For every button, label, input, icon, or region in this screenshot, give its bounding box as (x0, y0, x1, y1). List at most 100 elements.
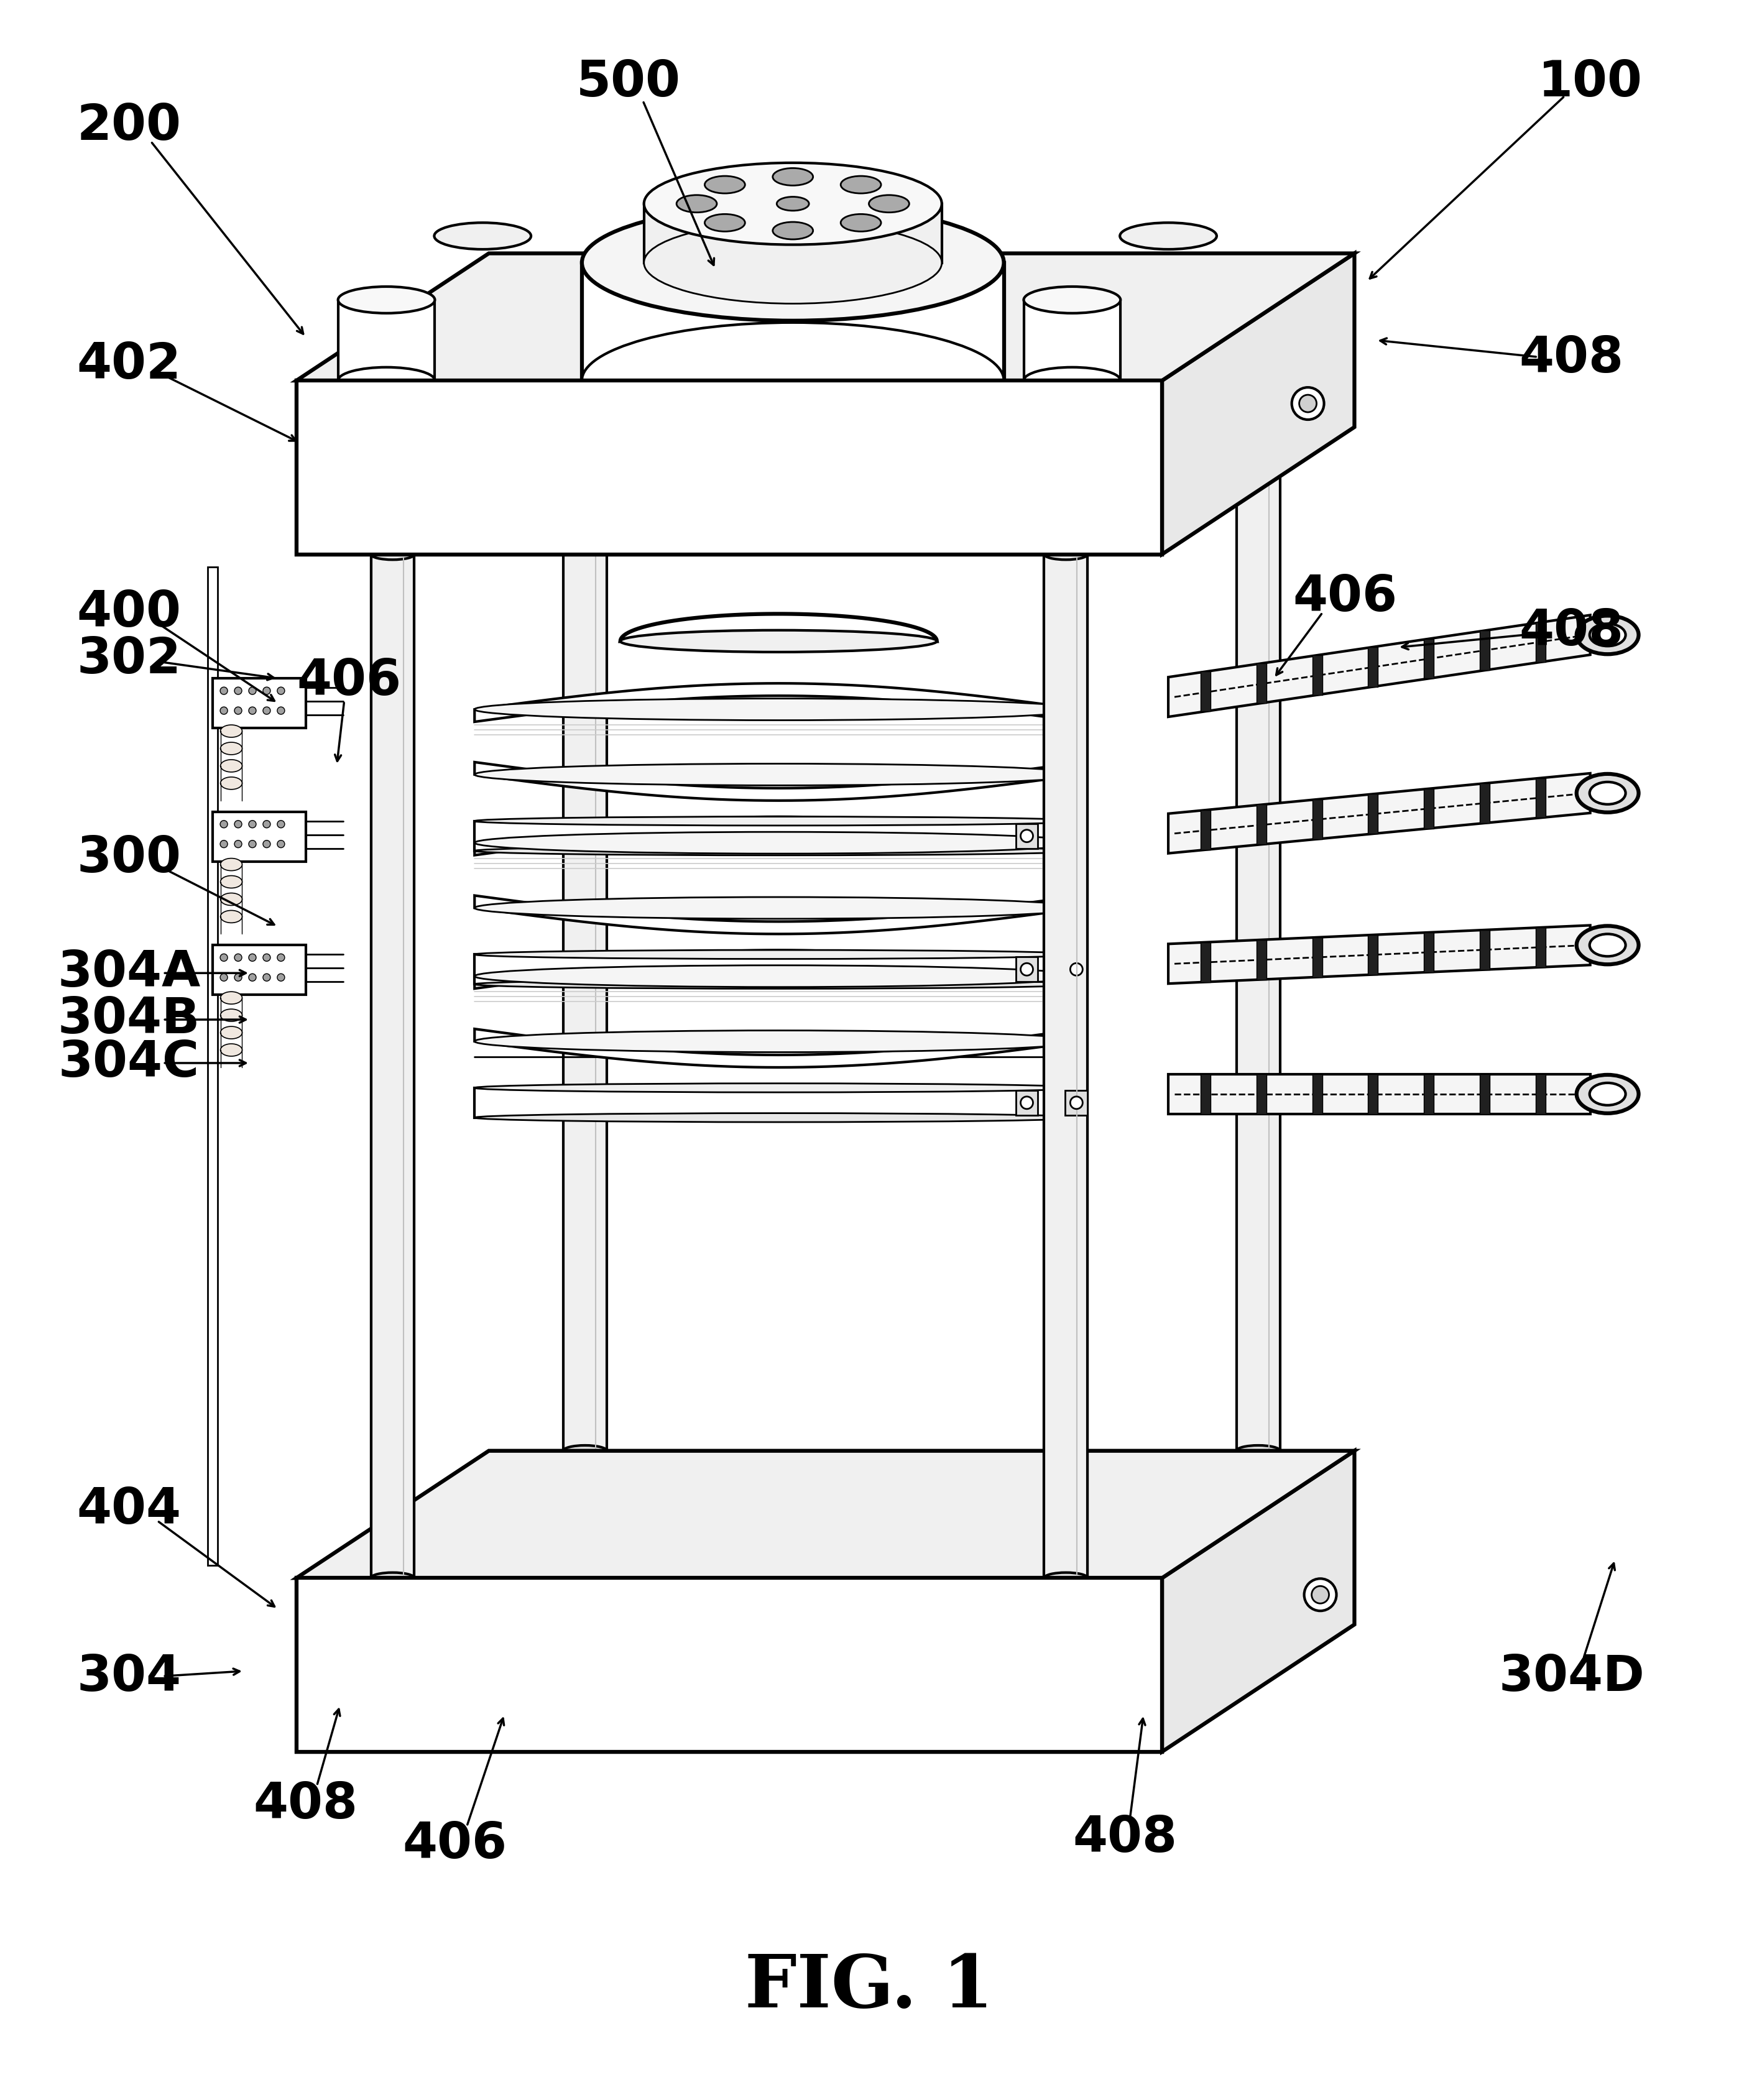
Polygon shape (1424, 932, 1435, 972)
Circle shape (277, 840, 285, 848)
Polygon shape (1066, 958, 1087, 983)
Ellipse shape (1589, 781, 1626, 804)
Circle shape (1299, 395, 1316, 412)
Ellipse shape (475, 981, 1083, 989)
Circle shape (405, 1665, 442, 1703)
Ellipse shape (221, 892, 242, 905)
Circle shape (1021, 964, 1033, 976)
Polygon shape (1536, 777, 1546, 817)
Ellipse shape (475, 699, 1083, 720)
Polygon shape (1424, 638, 1435, 678)
Ellipse shape (772, 168, 814, 185)
Circle shape (1021, 1096, 1033, 1109)
Ellipse shape (1043, 1573, 1087, 1583)
Circle shape (263, 687, 270, 695)
Polygon shape (296, 380, 1162, 554)
Ellipse shape (583, 204, 1003, 321)
Text: 304: 304 (77, 1653, 181, 1701)
Ellipse shape (475, 1084, 1083, 1092)
Polygon shape (1169, 773, 1589, 853)
Circle shape (221, 708, 228, 714)
Text: 408: 408 (1073, 1814, 1177, 1863)
Text: 400: 400 (77, 588, 181, 638)
Polygon shape (1256, 941, 1266, 979)
Text: 304C: 304C (59, 1040, 200, 1088)
Ellipse shape (1577, 615, 1638, 655)
Polygon shape (1369, 1075, 1377, 1113)
Polygon shape (296, 1451, 1355, 1577)
Polygon shape (1200, 811, 1210, 851)
Polygon shape (296, 1577, 1162, 1751)
Ellipse shape (370, 1573, 414, 1583)
Ellipse shape (1120, 223, 1217, 250)
Polygon shape (1480, 930, 1490, 970)
Text: 402: 402 (77, 340, 181, 388)
Polygon shape (1236, 426, 1280, 1451)
Polygon shape (643, 204, 943, 262)
Circle shape (1292, 386, 1323, 420)
Polygon shape (1536, 1075, 1546, 1113)
Circle shape (249, 821, 256, 827)
Ellipse shape (475, 966, 1083, 987)
Circle shape (249, 708, 256, 714)
Circle shape (263, 953, 270, 962)
Polygon shape (370, 554, 414, 1577)
Text: 300: 300 (77, 834, 181, 882)
Polygon shape (1169, 1075, 1589, 1113)
Circle shape (1311, 1586, 1329, 1604)
Polygon shape (475, 1029, 1083, 1067)
Ellipse shape (643, 223, 943, 304)
Circle shape (847, 1674, 868, 1695)
Polygon shape (1313, 937, 1322, 976)
Polygon shape (1200, 943, 1210, 983)
Polygon shape (296, 254, 1355, 380)
Polygon shape (475, 817, 1083, 855)
Circle shape (263, 974, 270, 981)
Polygon shape (1256, 664, 1266, 704)
Ellipse shape (337, 286, 435, 313)
Text: 406: 406 (1292, 573, 1398, 622)
Ellipse shape (621, 630, 937, 653)
Circle shape (1304, 1579, 1337, 1611)
Circle shape (249, 953, 256, 962)
Polygon shape (296, 380, 1162, 554)
Circle shape (1069, 1096, 1083, 1109)
Ellipse shape (1043, 1573, 1087, 1583)
Circle shape (277, 974, 285, 981)
Ellipse shape (1236, 422, 1280, 433)
Ellipse shape (563, 422, 607, 433)
Polygon shape (296, 1577, 1162, 1751)
Circle shape (235, 953, 242, 962)
Ellipse shape (221, 911, 242, 922)
Ellipse shape (772, 223, 814, 239)
Ellipse shape (704, 214, 744, 231)
Ellipse shape (221, 760, 242, 773)
Polygon shape (475, 949, 1083, 989)
Ellipse shape (221, 1010, 242, 1021)
Ellipse shape (370, 548, 414, 561)
Ellipse shape (840, 176, 882, 193)
Ellipse shape (221, 876, 242, 888)
Ellipse shape (563, 1445, 607, 1455)
Ellipse shape (1589, 1084, 1626, 1105)
Polygon shape (1169, 926, 1589, 983)
Text: FIG. 1: FIG. 1 (744, 1951, 993, 2022)
Text: 304A: 304A (57, 949, 200, 998)
Circle shape (221, 974, 228, 981)
Circle shape (249, 974, 256, 981)
Polygon shape (1016, 958, 1038, 983)
Ellipse shape (221, 1027, 242, 1040)
Polygon shape (621, 613, 937, 640)
Polygon shape (1536, 928, 1546, 968)
Polygon shape (370, 554, 414, 1577)
Ellipse shape (1024, 286, 1120, 313)
Ellipse shape (1236, 1445, 1280, 1455)
Polygon shape (1043, 554, 1087, 1577)
Polygon shape (1066, 823, 1087, 848)
Polygon shape (337, 300, 435, 380)
Text: 100: 100 (1537, 59, 1642, 107)
Ellipse shape (221, 777, 242, 790)
Text: 304D: 304D (1499, 1653, 1645, 1701)
Circle shape (1069, 830, 1083, 842)
Ellipse shape (221, 724, 242, 737)
